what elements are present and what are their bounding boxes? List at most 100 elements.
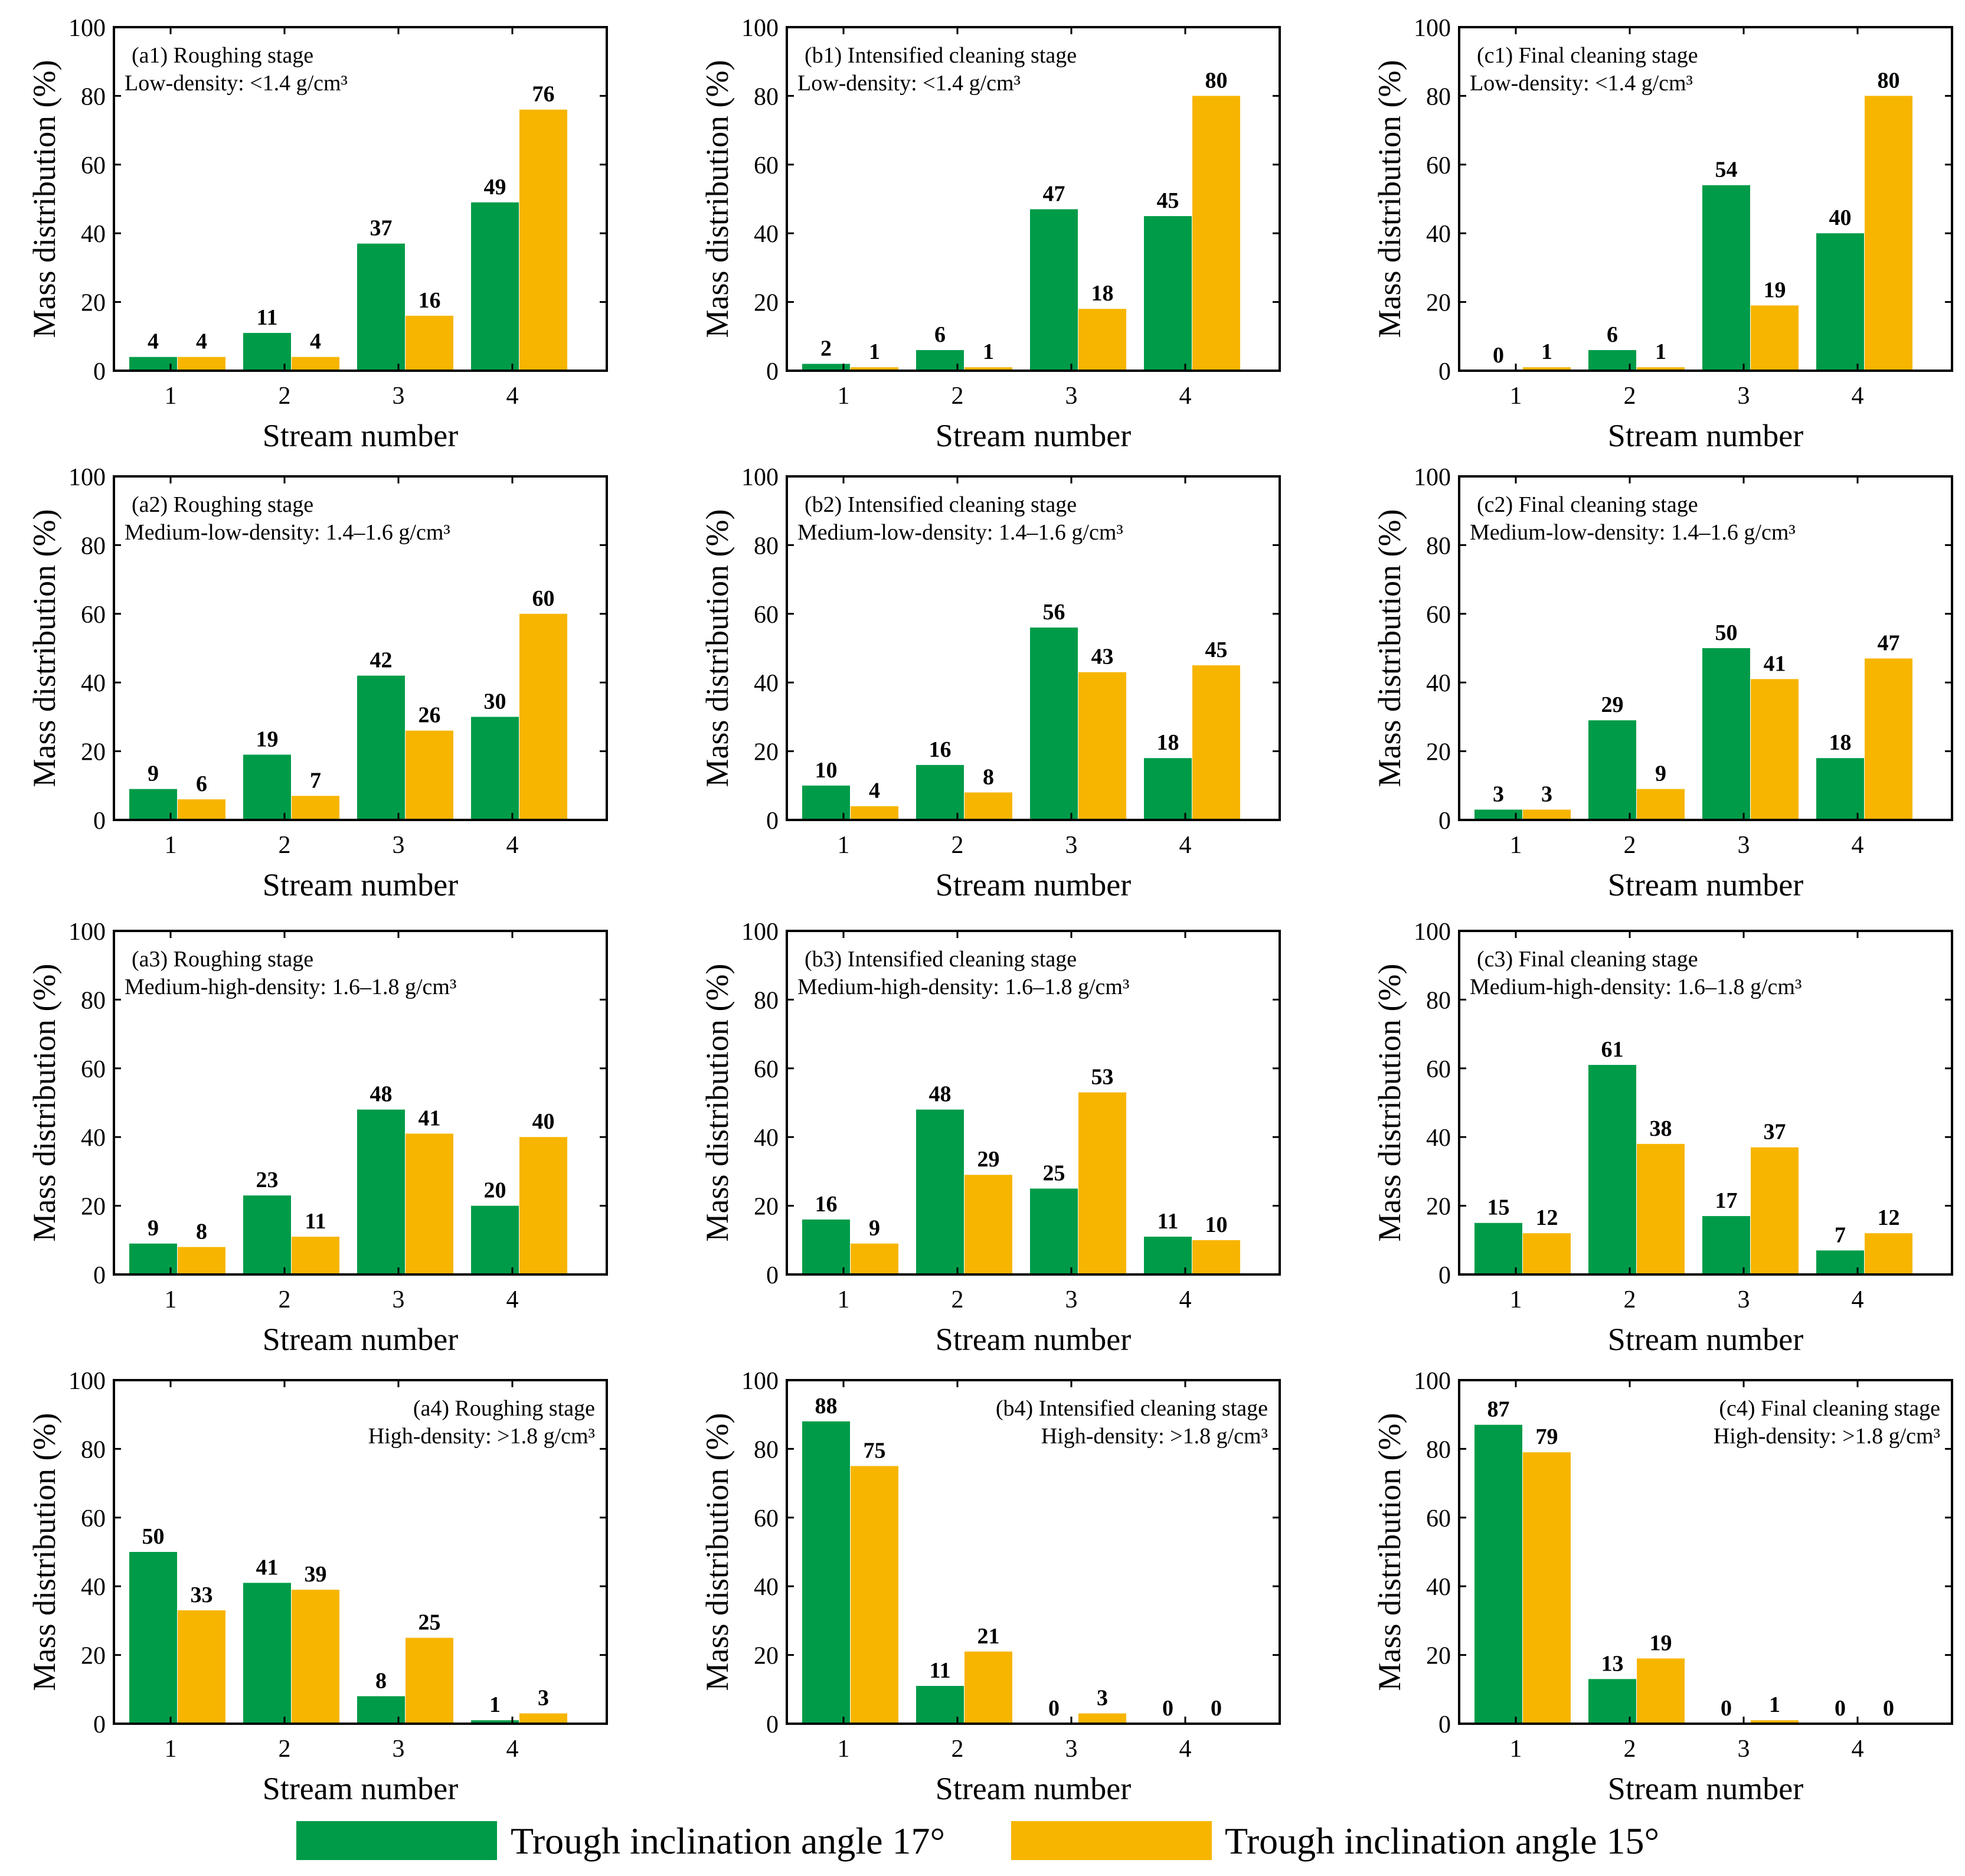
bar-a4-s1-c1 xyxy=(129,1552,177,1724)
plot-frame xyxy=(113,1379,608,1725)
data-label: 1 xyxy=(489,1692,501,1717)
panel-subtitle: Medium-high-density: 1.6–1.8 g/cm³ xyxy=(125,975,456,999)
x-tick-label: 1 xyxy=(838,832,850,859)
data-label: 18 xyxy=(1157,730,1179,755)
y-axis-title: Mass distribution (%) xyxy=(699,509,735,787)
data-label: 40 xyxy=(532,1109,555,1134)
data-label: 4 xyxy=(196,329,207,354)
data-label: 11 xyxy=(1158,1209,1179,1234)
data-label: 8 xyxy=(375,1668,387,1693)
data-label: 25 xyxy=(418,1610,441,1635)
chart-panel-a2: 0 20 40 60 80 100 9 6 1 19 7 2 42 26 3 30 60 4 Stream numb… xyxy=(27,464,608,903)
x-tick-label: 3 xyxy=(1065,383,1078,410)
y-tick-label: 20 xyxy=(754,290,779,317)
panel-title: (a4) Roughing stage xyxy=(413,1396,595,1421)
bar-b3-s2-c3 xyxy=(1078,1092,1126,1274)
bar-a1-s2-c4 xyxy=(519,109,567,371)
panel-title: (a2) Roughing stage xyxy=(132,492,313,517)
bar-b3-s1-c1 xyxy=(802,1219,850,1274)
bar-a4-s1-c4 xyxy=(471,1720,519,1724)
x-tick-label: 2 xyxy=(952,383,964,410)
data-label: 23 xyxy=(256,1168,279,1192)
x-tick-label: 3 xyxy=(1065,832,1078,859)
bar-c1-s2-c4 xyxy=(1865,96,1912,371)
y-tick-label: 80 xyxy=(81,532,106,560)
data-label: 42 xyxy=(370,648,393,673)
legend-label-2: Trough inclination angle 15° xyxy=(1225,1820,1659,1862)
y-tick-label: 80 xyxy=(754,1436,779,1463)
data-label: 80 xyxy=(1205,68,1228,93)
data-label: 6 xyxy=(1607,322,1618,347)
bar-c3-s1-c3 xyxy=(1702,1216,1750,1274)
panel-title: (c3) Final cleaning stage xyxy=(1477,947,1698,972)
y-tick-label: 0 xyxy=(1438,1262,1451,1289)
data-label: 8 xyxy=(983,764,994,789)
bar-a2-s1-c4 xyxy=(471,717,519,820)
y-tick-label: 40 xyxy=(81,221,106,248)
y-tick-label: 100 xyxy=(741,919,779,946)
y-tick-label: 60 xyxy=(81,1505,106,1532)
y-tick-label: 0 xyxy=(766,358,779,385)
y-tick-label: 60 xyxy=(1426,1505,1451,1532)
data-label: 41 xyxy=(256,1555,279,1580)
y-tick-label: 20 xyxy=(81,1643,106,1670)
panel-title: (b4) Intensified cleaning stage xyxy=(996,1396,1268,1421)
y-tick-label: 40 xyxy=(754,670,779,697)
y-axis-title: Mass distribution (%) xyxy=(699,60,735,338)
panel-title: (b1) Intensified cleaning stage xyxy=(805,43,1077,68)
data-label: 38 xyxy=(1650,1116,1672,1141)
y-tick-label: 20 xyxy=(754,1643,779,1670)
bar-b1-s1-c1 xyxy=(802,364,850,371)
data-label: 9 xyxy=(148,1216,159,1241)
data-label: 4 xyxy=(310,329,321,354)
bar-c2-s1-c4 xyxy=(1816,758,1864,820)
y-axis-title: Mass distribution (%) xyxy=(27,964,62,1242)
y-tick-label: 60 xyxy=(1426,1056,1451,1083)
bar-b4-s1-c2 xyxy=(916,1685,964,1724)
panel-subtitle: Medium-high-density: 1.6–1.8 g/cm³ xyxy=(1470,975,1801,999)
bar-c2-s1-c1 xyxy=(1474,809,1522,820)
bar-c3-s2-c1 xyxy=(1523,1233,1571,1274)
data-label: 80 xyxy=(1878,68,1900,93)
chart-panel-a3: 0 20 40 60 80 100 9 8 1 23 11 2 48 41 3 20 40 4 Stream num… xyxy=(27,919,608,1357)
bar-c2-s1-c3 xyxy=(1702,648,1750,820)
panel-subtitle: Medium-low-density: 1.4–1.6 g/cm³ xyxy=(125,520,450,545)
data-label: 0 xyxy=(1162,1696,1173,1721)
data-label: 47 xyxy=(1043,181,1065,206)
bar-b3-s2-c1 xyxy=(851,1243,898,1274)
y-tick-label: 40 xyxy=(1426,670,1451,697)
chart-panel-b2: 0 20 40 60 80 100 10 4 1 16 8 2 56 43 3 18 45 4 Stream num… xyxy=(699,464,1281,903)
data-label: 6 xyxy=(934,322,946,347)
legend-swatch-1 xyxy=(296,1821,497,1860)
x-tick-label: 4 xyxy=(1852,832,1864,859)
x-tick-label: 1 xyxy=(1510,832,1522,859)
y-tick-label: 60 xyxy=(754,152,779,179)
plot-frame xyxy=(113,26,608,372)
y-tick-label: 100 xyxy=(741,15,779,42)
data-label: 7 xyxy=(310,768,321,793)
plot-frame xyxy=(113,475,608,821)
data-label: 13 xyxy=(1601,1651,1624,1676)
x-axis-title: Stream number xyxy=(1608,1322,1803,1357)
x-tick-label: 3 xyxy=(393,1286,405,1313)
bar-a2-s2-c2 xyxy=(292,796,339,820)
bar-a2-s1-c3 xyxy=(357,675,405,820)
data-label: 37 xyxy=(1764,1120,1786,1145)
data-label: 87 xyxy=(1487,1397,1510,1422)
x-tick-label: 4 xyxy=(506,1286,519,1313)
panel-subtitle: Low-density: <1.4 g/cm³ xyxy=(1470,71,1693,96)
y-tick-label: 80 xyxy=(81,987,106,1014)
x-tick-label: 3 xyxy=(1065,1286,1078,1313)
x-tick-label: 3 xyxy=(393,1736,405,1763)
plot-frame xyxy=(1458,930,1953,1276)
data-label: 19 xyxy=(1650,1630,1672,1655)
bar-b1-s1-c3 xyxy=(1030,209,1078,371)
bar-a2-s1-c2 xyxy=(243,754,291,820)
panel-subtitle: Medium-low-density: 1.4–1.6 g/cm³ xyxy=(797,520,1123,545)
y-tick-label: 100 xyxy=(1414,919,1451,946)
y-tick-label: 60 xyxy=(1426,152,1451,179)
data-label: 40 xyxy=(1829,205,1852,230)
data-label: 3 xyxy=(538,1686,549,1711)
